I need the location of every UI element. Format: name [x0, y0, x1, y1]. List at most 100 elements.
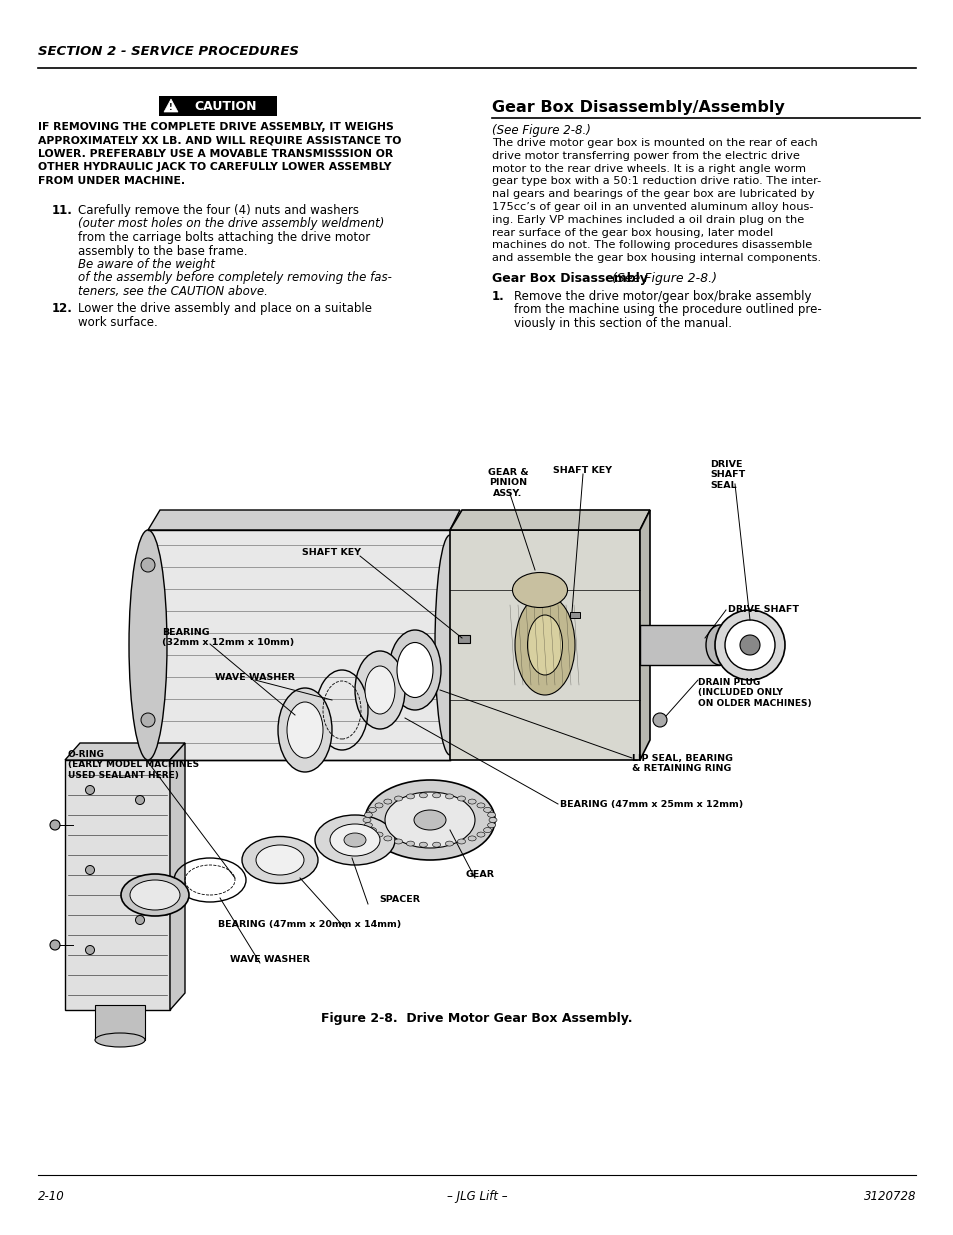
- Text: (See Figure 2-8.): (See Figure 2-8.): [607, 272, 717, 285]
- Ellipse shape: [314, 815, 395, 864]
- Text: Be aware of the weight: Be aware of the weight: [78, 258, 214, 270]
- Ellipse shape: [527, 615, 562, 676]
- Ellipse shape: [368, 827, 376, 832]
- Bar: [639, 625, 720, 664]
- Ellipse shape: [395, 839, 402, 844]
- Text: GEAR: GEAR: [465, 869, 494, 879]
- Text: (See Figure 2-8.): (See Figure 2-8.): [492, 124, 590, 137]
- Ellipse shape: [135, 795, 144, 804]
- Text: BEARING
(32mm x 12mm x 10mm): BEARING (32mm x 12mm x 10mm): [162, 629, 294, 647]
- Text: 11.: 11.: [52, 204, 72, 217]
- Ellipse shape: [375, 803, 383, 808]
- Text: drive motor transferring power from the electric drive: drive motor transferring power from the …: [492, 151, 799, 161]
- Text: ing. Early VP machines included a oil drain plug on the: ing. Early VP machines included a oil dr…: [492, 215, 803, 225]
- Ellipse shape: [432, 793, 440, 798]
- Text: machines do not. The following procedures disassemble: machines do not. The following procedure…: [492, 241, 811, 251]
- Ellipse shape: [277, 688, 332, 772]
- Ellipse shape: [135, 915, 144, 925]
- Text: from the carriage bolts attaching the drive motor: from the carriage bolts attaching the dr…: [78, 231, 370, 245]
- Text: Gear Box Disassembly/Assembly: Gear Box Disassembly/Assembly: [492, 100, 784, 115]
- Ellipse shape: [487, 813, 496, 818]
- Text: Remove the drive motor/gear box/brake assembly: Remove the drive motor/gear box/brake as…: [514, 290, 811, 303]
- Ellipse shape: [242, 836, 317, 883]
- Text: 3120728: 3120728: [862, 1191, 915, 1203]
- Ellipse shape: [489, 818, 497, 823]
- Ellipse shape: [141, 713, 154, 727]
- Ellipse shape: [515, 595, 575, 695]
- Text: (outer most holes on the drive assembly weldment): (outer most holes on the drive assembly …: [78, 217, 384, 231]
- Text: rear surface of the gear box housing, later model: rear surface of the gear box housing, la…: [492, 227, 773, 237]
- Text: DRIVE
SHAFT
SEAL: DRIVE SHAFT SEAL: [709, 459, 744, 490]
- Ellipse shape: [363, 818, 371, 823]
- Text: SHAFT KEY: SHAFT KEY: [553, 466, 612, 475]
- Ellipse shape: [86, 785, 94, 794]
- Polygon shape: [65, 743, 185, 760]
- Text: of the assembly before completely removing the fas-: of the assembly before completely removi…: [78, 272, 392, 284]
- Text: CAUTION: CAUTION: [194, 100, 257, 112]
- Text: assembly to the base frame.: assembly to the base frame.: [78, 245, 251, 258]
- Text: LIP SEAL, BEARING
& RETAINING RING: LIP SEAL, BEARING & RETAINING RING: [631, 755, 732, 773]
- Bar: [457, 635, 470, 643]
- Text: 12.: 12.: [52, 303, 72, 315]
- Ellipse shape: [395, 797, 402, 802]
- Text: 1.: 1.: [492, 290, 504, 303]
- Bar: [159, 96, 276, 116]
- Ellipse shape: [419, 842, 427, 847]
- Text: viously in this section of the manual.: viously in this section of the manual.: [514, 317, 731, 330]
- Ellipse shape: [445, 841, 453, 846]
- Bar: [569, 613, 579, 618]
- Polygon shape: [450, 510, 649, 530]
- Ellipse shape: [364, 813, 372, 818]
- Ellipse shape: [368, 808, 376, 813]
- Ellipse shape: [406, 841, 415, 846]
- Text: from the machine using the procedure outlined pre-: from the machine using the procedure out…: [514, 304, 821, 316]
- Ellipse shape: [435, 535, 464, 755]
- Text: WAVE WASHER: WAVE WASHER: [230, 955, 310, 965]
- Ellipse shape: [129, 530, 167, 760]
- Polygon shape: [95, 1005, 145, 1040]
- Text: Gear Box Disassembly: Gear Box Disassembly: [492, 272, 647, 285]
- Ellipse shape: [705, 625, 733, 664]
- Ellipse shape: [406, 794, 415, 799]
- Ellipse shape: [287, 701, 323, 758]
- Text: SPACER: SPACER: [379, 895, 420, 904]
- Ellipse shape: [487, 823, 496, 827]
- Text: and assemble the gear box housing internal components.: and assemble the gear box housing intern…: [492, 253, 821, 263]
- Text: teners, see the CAUTION above.: teners, see the CAUTION above.: [78, 285, 268, 298]
- Text: FROM UNDER MACHINE.: FROM UNDER MACHINE.: [38, 177, 185, 186]
- Ellipse shape: [121, 874, 189, 916]
- Ellipse shape: [95, 1032, 145, 1047]
- Text: SECTION 2 - SERVICE PROCEDURES: SECTION 2 - SERVICE PROCEDURES: [38, 44, 298, 58]
- Ellipse shape: [445, 794, 453, 799]
- Ellipse shape: [468, 799, 476, 804]
- Text: BEARING (47mm x 25mm x 12mm): BEARING (47mm x 25mm x 12mm): [559, 800, 742, 809]
- Text: APPROXIMATELY XX LB. AND WILL REQUIRE ASSISTANCE TO: APPROXIMATELY XX LB. AND WILL REQUIRE AS…: [38, 136, 401, 146]
- Ellipse shape: [740, 635, 760, 655]
- Ellipse shape: [365, 781, 495, 860]
- Text: motor to the rear drive wheels. It is a right angle worm: motor to the rear drive wheels. It is a …: [492, 163, 805, 174]
- Polygon shape: [164, 99, 178, 112]
- Ellipse shape: [375, 832, 383, 837]
- Ellipse shape: [365, 666, 395, 714]
- Text: O-RING
(EARLY MODEL MACHINES
USED SEALANT HERE): O-RING (EARLY MODEL MACHINES USED SEALAN…: [68, 750, 199, 779]
- Ellipse shape: [383, 836, 392, 841]
- Polygon shape: [148, 510, 459, 530]
- Text: WAVE WASHER: WAVE WASHER: [214, 673, 294, 682]
- Polygon shape: [65, 760, 170, 1010]
- Ellipse shape: [419, 793, 427, 798]
- Ellipse shape: [476, 832, 484, 837]
- Text: Lower the drive assembly and place on a suitable: Lower the drive assembly and place on a …: [78, 303, 372, 315]
- Text: Carefully remove the four (4) nuts and washers: Carefully remove the four (4) nuts and w…: [78, 204, 358, 217]
- Ellipse shape: [476, 803, 484, 808]
- Text: !: !: [169, 103, 172, 111]
- Text: IF REMOVING THE COMPLETE DRIVE ASSEMBLY, IT WEIGHS: IF REMOVING THE COMPLETE DRIVE ASSEMBLY,…: [38, 122, 394, 132]
- Ellipse shape: [86, 866, 94, 874]
- Text: DRIVE SHAFT: DRIVE SHAFT: [727, 605, 799, 615]
- Ellipse shape: [724, 620, 774, 671]
- Ellipse shape: [344, 832, 366, 847]
- Ellipse shape: [512, 573, 567, 608]
- Ellipse shape: [355, 651, 405, 729]
- Polygon shape: [170, 743, 185, 1010]
- Ellipse shape: [432, 842, 440, 847]
- Ellipse shape: [141, 558, 154, 572]
